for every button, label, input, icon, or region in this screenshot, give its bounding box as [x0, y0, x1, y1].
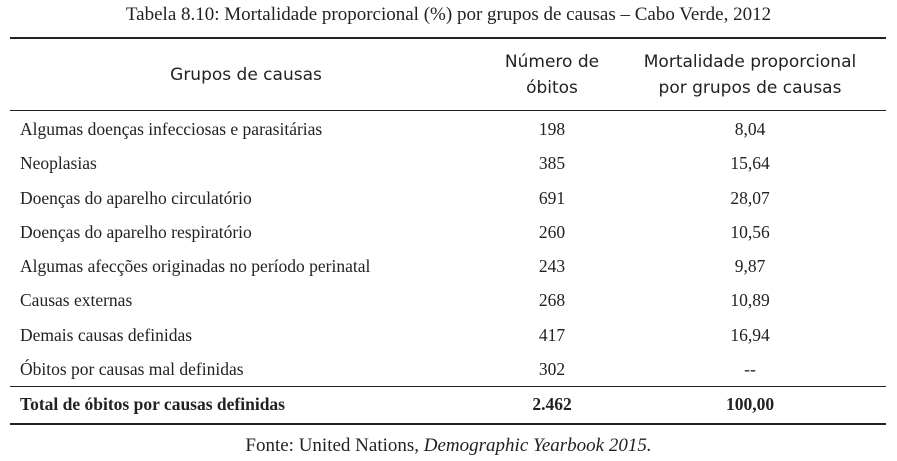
mortality-pct: 8,04	[734, 119, 766, 139]
header-pct: Mortalidade proporcional por grupos de ca…	[620, 49, 880, 101]
total-label: Total de óbitos por causas definidas	[20, 394, 285, 414]
total-rule	[10, 386, 886, 387]
table-row: Neoplasias 385 15,64	[0, 146, 897, 180]
mortality-pct: 10,56	[730, 221, 770, 242]
table-row: Óbitos por causas mal definidas 302 --	[0, 352, 897, 386]
death-count: 260	[538, 221, 566, 242]
cause-name: Algumas doenças infecciosas e parasitári…	[20, 119, 323, 139]
cause-name: Neoplasias	[20, 153, 97, 174]
header-pct-line1: Mortalidade proporcional	[643, 52, 857, 72]
header-groups: Grupos de causas	[10, 62, 482, 88]
table-row: Causas externas 268 10,89	[0, 283, 897, 317]
table-row: Algumas doenças infecciosas e parasitári…	[0, 112, 897, 146]
total-row: Total de óbitos por causas definidas 2.4…	[0, 390, 897, 420]
table-body: Algumas doenças infecciosas e parasitári…	[0, 112, 897, 386]
top-rule	[10, 37, 886, 39]
source-note: Fonte: United Nations, Demographic Yearb…	[0, 433, 897, 459]
death-count: 302	[538, 359, 566, 380]
death-count: 385	[538, 153, 566, 174]
header-count-line2: óbitos	[526, 78, 578, 98]
mortality-pct: 15,64	[730, 153, 770, 174]
table-caption: Tabela 8.10: Mortalidade proporcional (%…	[125, 4, 772, 25]
header-count: Número de óbitos	[488, 49, 616, 101]
total-pct: 100,00	[725, 394, 775, 414]
cause-name: Demais causas definidas	[20, 324, 193, 345]
cause-name: Doenças do aparelho circulatório	[20, 187, 252, 208]
header-count-line1: Número de	[504, 52, 600, 72]
bottom-rule	[10, 423, 886, 425]
mortality-pct: 10,89	[730, 290, 770, 311]
cause-name: Doenças do aparelho respiratório	[20, 221, 252, 242]
source-prefix: Fonte: United Nations,	[245, 435, 420, 456]
header-rule	[10, 110, 886, 111]
death-count: 243	[538, 256, 566, 277]
death-count: 268	[538, 290, 566, 311]
header-pct-line2: por grupos de causas	[658, 78, 842, 98]
cause-name: Óbitos por causas mal definidas	[20, 359, 244, 380]
cause-name: Algumas afecções originadas no período p…	[20, 256, 371, 277]
table-row: Doenças do aparelho circulatório 691 28,07	[0, 181, 897, 215]
cause-name: Causas externas	[20, 290, 133, 311]
death-count: 691	[538, 187, 566, 208]
table-row: Algumas afecções originadas no período p…	[0, 249, 897, 283]
death-count: 198	[538, 119, 566, 139]
mortality-pct: --	[744, 359, 756, 380]
table-row: Doenças do aparelho respiratório 260 10,56	[0, 215, 897, 249]
mortality-pct: 16,94	[730, 324, 770, 345]
table-row: Demais causas definidas 417 16,94	[0, 318, 897, 352]
death-count: 417	[538, 324, 566, 345]
source-title: Demographic Yearbook 2015.	[423, 435, 652, 456]
mortality-pct: 9,87	[734, 256, 766, 277]
total-count: 2.462	[532, 394, 572, 414]
header-groups-label: Grupos de causas	[170, 65, 322, 85]
mortality-pct: 28,07	[730, 187, 770, 208]
